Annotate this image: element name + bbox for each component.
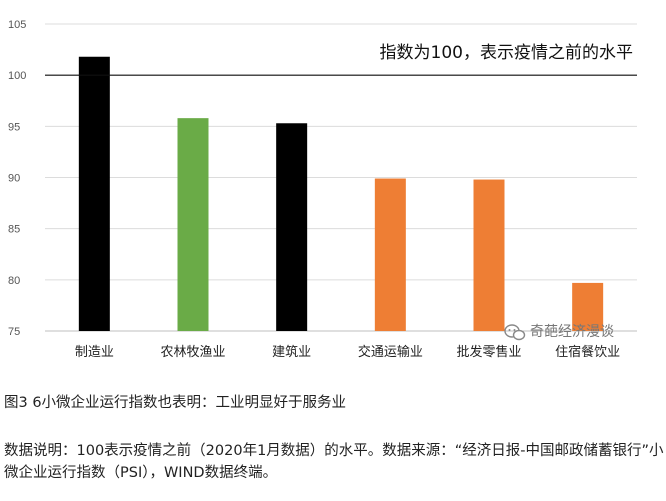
- bar-chart: 75 80 85 90 95 100 105 指数为100，表示疫情之前的水平 制造业 农林牧…: [8, 19, 637, 360]
- y-tick-label: 85: [8, 224, 20, 236]
- figure-caption: 图3 6小微企业运行指数也表明：工业明显好于服务业: [4, 395, 347, 411]
- bar: [276, 123, 308, 331]
- category-label: 住宿餐饮业: [555, 344, 620, 360]
- category-label: 农林牧渔业: [160, 345, 225, 360]
- y-tick-label: 95: [8, 121, 20, 133]
- y-tick-label: 75: [8, 326, 20, 338]
- y-tick-label: 80: [8, 275, 20, 287]
- bar: [374, 178, 406, 331]
- bar: [177, 118, 209, 331]
- watermark-text: 奇葩经济漫谈: [530, 323, 614, 340]
- y-axis-ticks: 75 80 85 90 95 100 105: [8, 19, 26, 338]
- watermark: 奇葩经济漫谈: [504, 323, 614, 341]
- y-tick-label: 90: [8, 173, 20, 185]
- y-tick-label: 100: [8, 70, 26, 82]
- bar: [572, 282, 604, 331]
- data-notes: 数据说明：100表示疫情之前（2020年1月数据）的水平。数据来源：“经济日报-…: [4, 443, 664, 481]
- category-label: 批发零售业: [456, 344, 521, 360]
- wechat-icon: [504, 324, 526, 341]
- bars: [78, 56, 604, 331]
- bar: [473, 179, 505, 331]
- gridlines: [45, 23, 637, 332]
- y-tick-label: 105: [8, 19, 26, 31]
- bar: [78, 56, 110, 331]
- category-labels: 制造业 农林牧渔业 建筑业 交通运输业 批发零售业 住宿餐饮业: [75, 344, 620, 360]
- reference-line-label: 指数为100，表示疫情之前的水平: [380, 43, 633, 63]
- category-label: 制造业: [75, 345, 114, 360]
- category-label: 建筑业: [272, 344, 311, 360]
- category-label: 交通运输业: [358, 344, 423, 360]
